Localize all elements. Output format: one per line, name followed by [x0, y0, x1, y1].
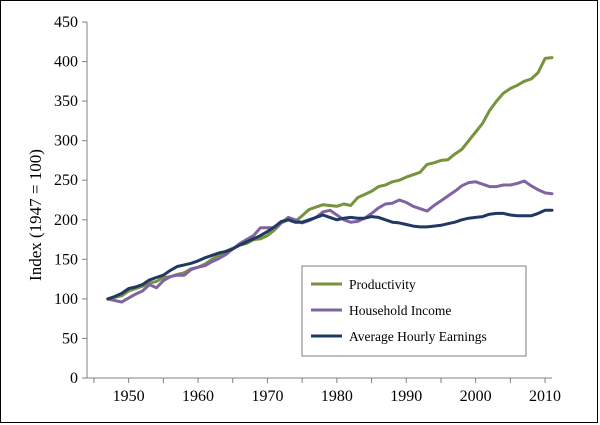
- series-layer: [106, 56, 554, 304]
- x-tick-label: 1990: [390, 388, 422, 405]
- x-tick-labels: 1950 1960 1970 1980 1990 2000 2010: [113, 388, 561, 405]
- series-line-household-income: [106, 179, 554, 304]
- x-tick-label: 2010: [529, 388, 561, 405]
- y-tick-label: 100: [54, 291, 78, 308]
- y-tick-label: 200: [54, 212, 78, 229]
- y-tick-label: 250: [54, 172, 78, 189]
- legend-label: Average Hourly Earnings: [349, 329, 487, 344]
- x-tick-label: 1950: [113, 388, 145, 405]
- y-tick-label: 400: [54, 54, 78, 71]
- legend-label: Productivity: [349, 277, 416, 292]
- y-tick-label: 300: [54, 133, 78, 150]
- y-tick-label: 450: [54, 14, 78, 31]
- x-tick-label: 2000: [460, 388, 492, 405]
- series-line-productivity: [106, 56, 554, 301]
- y-tick-labels: 0 50 100 150 200 250 300 350 400 450: [54, 14, 78, 387]
- y-tick-label: 50: [62, 330, 78, 347]
- y-tick-label: 0: [70, 370, 78, 387]
- y-axis-label: Index (1947 = 100): [26, 149, 45, 281]
- y-tick-label: 350: [54, 93, 78, 110]
- legend-label: Household Income: [349, 303, 451, 318]
- x-tick-label: 1980: [321, 388, 353, 405]
- axes: [82, 21, 552, 383]
- y-tick-label: 150: [54, 251, 78, 268]
- x-tick-label: 1960: [182, 388, 214, 405]
- x-tick-label: 1970: [251, 388, 283, 405]
- legend: Productivity Household Income Average Hour…: [301, 265, 527, 357]
- series-line-average-hourly-earnings: [106, 208, 554, 301]
